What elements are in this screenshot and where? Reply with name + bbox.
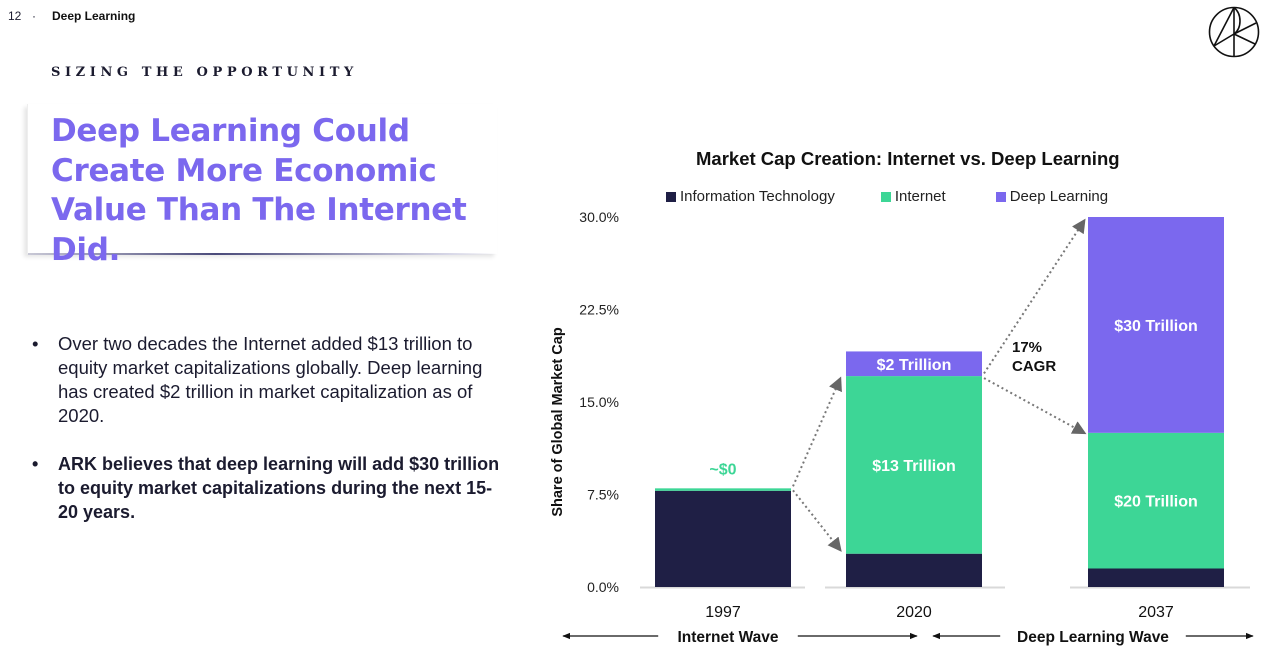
bar-data-label: ~$0 — [709, 461, 736, 478]
bullet-marker: • — [32, 454, 39, 474]
growth-arrow — [983, 218, 1086, 374]
legend-swatch-internet — [880, 191, 891, 202]
y-tick-label: 30.0% — [579, 209, 619, 225]
wave-label: Internet Wave — [677, 629, 778, 646]
bar-data-label: $30 Trillion — [1114, 318, 1198, 335]
chart-legend: Information Technology Internet Deep Lea… — [666, 188, 1108, 205]
bar-segment-information-technology-1997 — [655, 490, 791, 587]
bar-data-label: $2 Trillion — [877, 357, 952, 374]
y-tick-label: 7.5% — [587, 487, 619, 503]
growth-arrow — [792, 489, 842, 552]
y-tick-label: 0.0% — [587, 579, 619, 595]
legend-item-deep-learning: Deep Learning — [995, 188, 1109, 205]
legend-item-it: Information Technology — [666, 188, 835, 205]
legend-label-it: Information Technology — [680, 188, 835, 205]
legend-label-deep-learning: Deep Learning — [1009, 188, 1109, 205]
legend-item-internet: Internet — [880, 188, 946, 205]
bullet-text: ARK believes that deep learning will add… — [58, 454, 500, 522]
bar-segment-internet-2037 — [1088, 432, 1224, 569]
growth-arrow — [983, 377, 1087, 435]
section-name: Deep Learning — [52, 9, 136, 23]
growth-arrow — [792, 376, 842, 487]
bar-segment-internet-1997 — [655, 488, 791, 491]
bar-segment-internet-2020 — [846, 376, 982, 554]
bullet-text: Over two decades the Internet added $13 … — [58, 333, 483, 426]
legend-swatch-it — [666, 191, 676, 202]
bullet-item: • Over two decades the Internet added $1… — [30, 332, 500, 428]
bar-data-label: $13 Trillion — [872, 458, 956, 475]
bullet-marker: • — [32, 333, 39, 354]
bar-segment-deep-learning-2020 — [846, 351, 982, 377]
legend-swatch-deep-learning — [995, 191, 1006, 202]
bar-data-label: $20 Trillion — [1114, 494, 1198, 511]
cagr-annotation-label: CAGR — [1012, 358, 1056, 375]
bullet-item: • ARK believes that deep learning will a… — [30, 452, 500, 524]
page-number: 12 — [8, 9, 22, 23]
ark-logo-icon — [1208, 6, 1260, 58]
x-tick-label: 2020 — [896, 604, 932, 621]
bullet-list: • Over two decades the Internet added $1… — [30, 332, 500, 524]
y-tick-label: 22.5% — [579, 302, 619, 318]
eyebrow-heading: SIZING THE OPPORTUNITY — [51, 65, 358, 80]
cagr-annotation-value: 17% — [1012, 339, 1042, 356]
y-tick-label: 15.0% — [579, 394, 619, 410]
x-tick-label: 2037 — [1138, 604, 1174, 621]
wave-label: Deep Learning Wave — [1017, 629, 1169, 646]
header-separator: · — [32, 9, 36, 23]
bar-segment-deep-learning-2037 — [1088, 217, 1224, 433]
bar-segment-information-technology-2020 — [846, 553, 982, 587]
legend-label-internet: Internet — [894, 188, 946, 205]
headline-card — [27, 104, 497, 255]
chart-title: Market Cap Creation: Internet vs. Deep L… — [696, 148, 1120, 169]
y-axis-label: Share of Global Market Cap — [550, 327, 566, 516]
bar-segment-information-technology-2037 — [1088, 568, 1224, 587]
x-tick-label: 1997 — [705, 604, 741, 621]
page-title: Deep Learning Could Create More Economic… — [51, 113, 467, 268]
